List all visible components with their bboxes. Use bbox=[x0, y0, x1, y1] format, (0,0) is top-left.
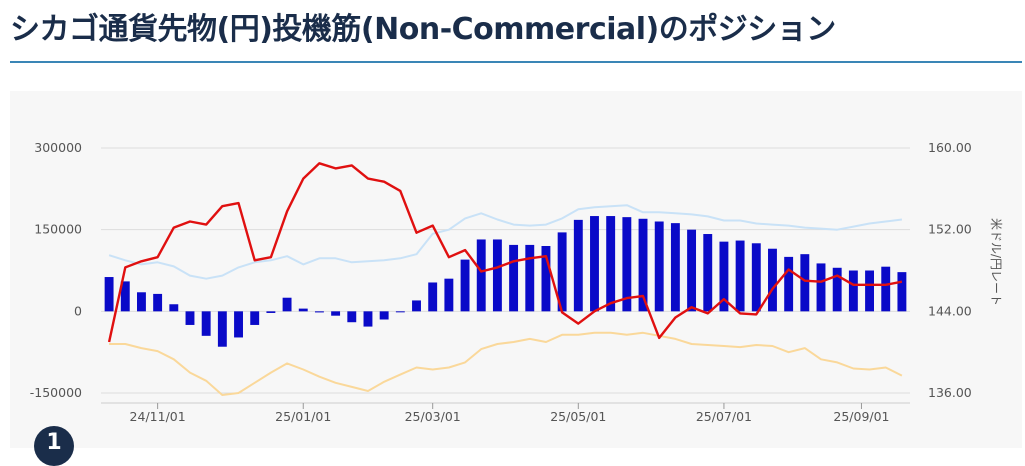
right-axis-title: 米ドル/円レート bbox=[989, 218, 1003, 306]
position-bar bbox=[379, 311, 389, 320]
title-underline bbox=[10, 61, 1022, 63]
position-bar bbox=[751, 243, 761, 312]
right-axis-tick: 152.00 bbox=[928, 222, 972, 237]
left-axis-tick: 300000 bbox=[34, 140, 82, 155]
left-axis-tick: 150000 bbox=[34, 222, 82, 237]
position-bar bbox=[347, 311, 357, 323]
position-bar bbox=[104, 277, 114, 312]
position-bar bbox=[784, 256, 794, 312]
position-bar bbox=[638, 218, 648, 312]
position-bar bbox=[314, 311, 324, 313]
right-axis-tick: 144.00 bbox=[928, 303, 972, 318]
position-bar bbox=[153, 293, 163, 312]
position-bar bbox=[670, 223, 680, 312]
position-bar bbox=[654, 221, 664, 312]
position-bar bbox=[492, 239, 502, 312]
position-bar bbox=[120, 281, 130, 312]
position-bar bbox=[331, 311, 341, 316]
x-axis-tick: 25/03/01 bbox=[405, 409, 461, 424]
position-bar bbox=[541, 246, 551, 312]
position-bar bbox=[169, 304, 179, 312]
position-bar bbox=[412, 300, 421, 312]
position-bar bbox=[428, 282, 438, 312]
position-bar bbox=[234, 311, 243, 338]
left-axis-tick: 0 bbox=[74, 303, 82, 318]
position-bar bbox=[363, 311, 373, 327]
position-bar bbox=[687, 229, 697, 312]
position-chart: 300000 150000 0 -150000 160.00 152.00 144.00 13… bbox=[30, 140, 1003, 424]
position-bar bbox=[444, 278, 454, 312]
position-bar bbox=[881, 266, 891, 312]
position-bar bbox=[573, 219, 583, 312]
position-bar bbox=[816, 263, 826, 312]
x-axis-tick: 25/07/01 bbox=[696, 409, 752, 424]
lower-band-line bbox=[109, 331, 903, 396]
right-axis-tick: 160.00 bbox=[928, 140, 972, 155]
x-axis-tick: 25/09/01 bbox=[833, 409, 889, 424]
position-bar bbox=[897, 272, 907, 312]
position-bar bbox=[250, 311, 260, 325]
position-bar bbox=[395, 311, 405, 313]
position-bar bbox=[768, 248, 777, 312]
position-bar bbox=[719, 241, 729, 312]
position-bar bbox=[217, 311, 227, 347]
position-bar bbox=[298, 308, 308, 312]
position-bar bbox=[590, 216, 599, 312]
nav-badge[interactable]: 1 bbox=[34, 426, 74, 466]
position-bar bbox=[266, 311, 276, 313]
page-title: シカゴ通貨先物(円)投機筋(Non-Commercial)のポジション bbox=[10, 12, 836, 47]
position-bar bbox=[509, 244, 519, 312]
position-bar bbox=[800, 254, 810, 312]
position-bar bbox=[476, 239, 486, 312]
x-axis-tick: 25/05/01 bbox=[550, 409, 606, 424]
left-axis-tick: -150000 bbox=[30, 385, 82, 400]
position-bar bbox=[606, 216, 616, 312]
position-bar bbox=[282, 297, 292, 312]
position-bar bbox=[703, 234, 713, 312]
position-bar bbox=[735, 240, 745, 312]
upper-band-line bbox=[108, 204, 903, 280]
position-bar bbox=[848, 270, 858, 312]
position-bar bbox=[137, 292, 146, 312]
right-axis-tick: 136.00 bbox=[928, 385, 972, 400]
position-bar bbox=[865, 270, 874, 312]
x-axis-tick: 25/01/01 bbox=[275, 409, 331, 424]
x-axis-tick: 24/11/01 bbox=[130, 409, 186, 424]
position-bar bbox=[525, 244, 535, 312]
position-bar bbox=[201, 311, 211, 336]
position-bar bbox=[832, 267, 842, 312]
usdjpy-rate-line bbox=[107, 162, 903, 343]
position-bar bbox=[557, 232, 567, 312]
position-bar bbox=[460, 259, 470, 312]
position-bar bbox=[622, 217, 632, 312]
position-bar bbox=[185, 311, 195, 325]
